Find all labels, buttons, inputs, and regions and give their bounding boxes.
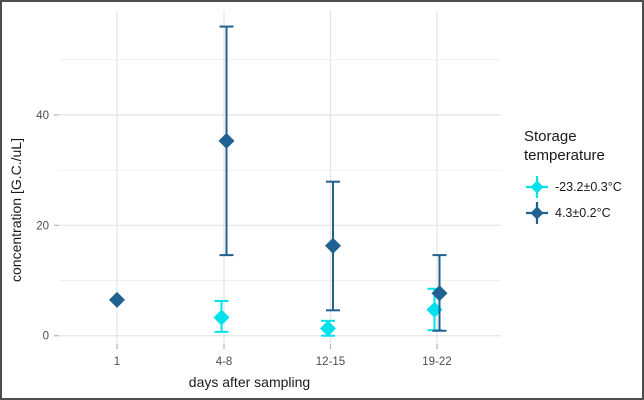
legend-label: -23.2±0.3°C [555, 180, 622, 194]
legend-key-pointrange-icon [526, 202, 548, 224]
data-point-diamond [320, 320, 336, 337]
legend-entry: 4.3±0.2°C [524, 200, 642, 226]
data-point-diamond [325, 237, 341, 254]
x-axis-title: days after sampling [188, 374, 311, 390]
data-point-diamond [213, 309, 230, 326]
legend-entries: -23.2±0.3°C 4.3±0.2°C [524, 174, 642, 226]
legend-key-pointrange-icon [526, 176, 548, 198]
data-point-diamond [431, 285, 448, 302]
y-tick-label: 40 [36, 110, 49, 122]
y-axis-title: concentration [G.C./uL] [8, 138, 24, 282]
y-tick-label: 20 [36, 220, 49, 232]
legend-title: Storage temperature [524, 128, 605, 164]
y-tick-label: 0 [43, 331, 49, 343]
legend-entry: -23.2±0.3°C [524, 174, 642, 200]
data-point-diamond [109, 291, 125, 308]
x-tick-label: 19-22 [422, 356, 451, 368]
x-tick-label: 1 [114, 356, 120, 368]
x-tick-label: 12-15 [316, 356, 345, 368]
legend-label: 4.3±0.2°C [555, 206, 611, 220]
x-tick-label: 4-8 [216, 356, 233, 368]
legend: Storage temperature -23.2±0.3°C 4.3±0.2°C [524, 127, 642, 226]
data-point-diamond [218, 132, 235, 149]
